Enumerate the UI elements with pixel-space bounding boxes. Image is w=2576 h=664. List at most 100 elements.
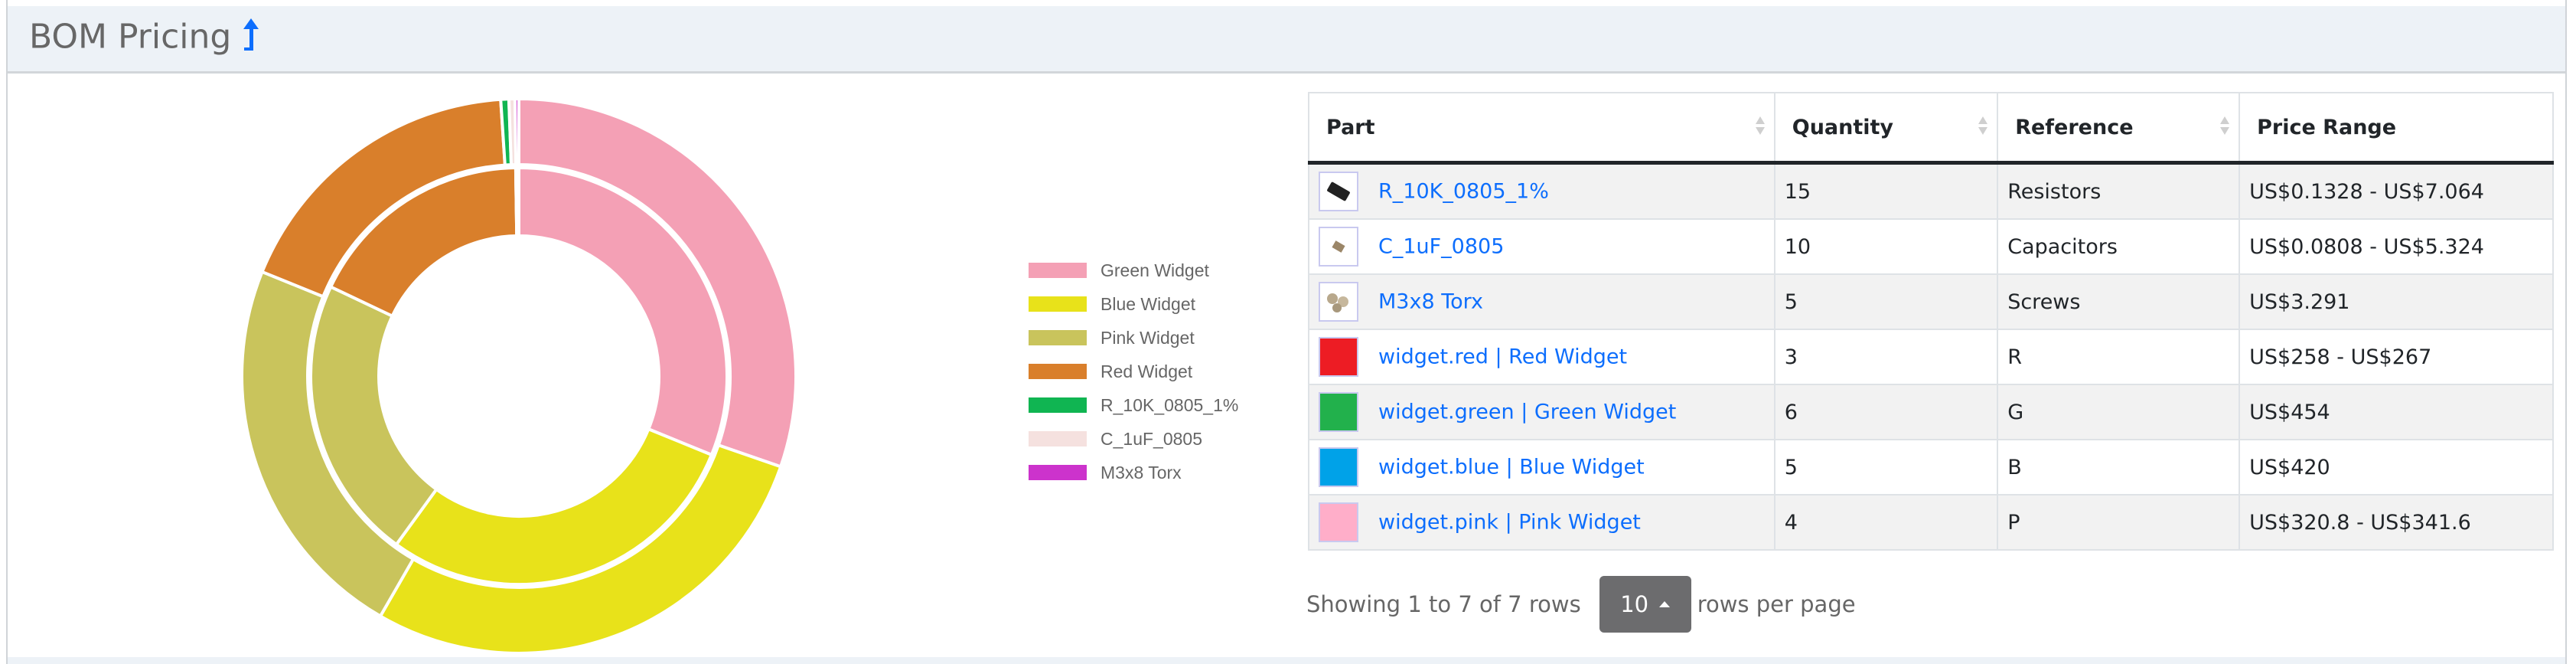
legend-swatch xyxy=(1029,465,1087,480)
table-header-row: Part Quantity Reference Price Range xyxy=(1308,92,2554,165)
inner-slice-blue-widget[interactable] xyxy=(394,427,714,586)
legend-item[interactable]: Blue Widget xyxy=(1029,287,1238,321)
legend-item[interactable]: Red Widget xyxy=(1029,355,1238,388)
capacitor-thumbnail xyxy=(1319,227,1358,267)
cell-price-range: US$420 xyxy=(2239,439,2554,496)
column-label: Price Range xyxy=(2257,115,2397,139)
cell-part: widget.green | Green Widget xyxy=(1308,384,1775,440)
outer-slice-m3x8-torx[interactable] xyxy=(513,96,520,167)
panel-header: BOM Pricing xyxy=(8,6,2565,74)
screws-thumbnail xyxy=(1319,282,1358,322)
page-size-value: 10 xyxy=(1620,591,1649,617)
legend-swatch xyxy=(1029,263,1087,278)
cell-quantity: 6 xyxy=(1773,384,1999,440)
legend-item[interactable]: R_10K_0805_1% xyxy=(1029,388,1238,422)
cell-reference: Capacitors xyxy=(1997,218,2241,275)
column-header-part[interactable]: Part xyxy=(1308,92,1775,165)
cell-reference: Resistors xyxy=(1997,162,2241,220)
cell-quantity: 3 xyxy=(1773,329,1999,385)
inner-slice-green-widget[interactable] xyxy=(517,165,729,457)
cell-reference: Screws xyxy=(1997,273,2241,330)
page-title: BOM Pricing xyxy=(29,17,260,61)
bom-table: Part Quantity Reference Price Range R_10K_0… xyxy=(1308,92,2554,551)
part-link[interactable]: R_10K_0805_1% xyxy=(1378,179,1549,204)
cell-reference: P xyxy=(1997,494,2241,551)
part-color-swatch xyxy=(1319,392,1358,432)
pagination: Showing 1 to 7 of 7 rows 10 rows per pag… xyxy=(1306,576,1856,633)
outer-slice-blue-widget[interactable] xyxy=(378,443,783,655)
legend-item[interactable]: Green Widget xyxy=(1029,253,1238,287)
outer-slice-green-widget[interactable] xyxy=(517,96,797,469)
table-row: widget.blue | Blue Widget 5 B US$420 xyxy=(1308,439,2554,496)
column-label: Part xyxy=(1326,115,1375,139)
legend-label: Green Widget xyxy=(1101,260,1209,280)
legend-label: Pink Widget xyxy=(1101,327,1195,348)
legend-label: C_1uF_0805 xyxy=(1101,428,1202,449)
level-up-arrow-icon[interactable] xyxy=(242,17,260,61)
table-row: M3x8 Torx 5 Screws US$3.291 xyxy=(1308,273,2554,330)
legend-item[interactable]: C_1uF_0805 xyxy=(1029,422,1238,456)
cell-quantity: 15 xyxy=(1773,162,1999,220)
caret-up-icon xyxy=(1659,601,1671,607)
pagination-info: Showing 1 to 7 of 7 rows xyxy=(1306,591,1581,617)
cell-part: C_1uF_0805 xyxy=(1308,218,1775,275)
panel-frame xyxy=(6,0,2567,664)
sort-icon[interactable] xyxy=(2220,116,2230,135)
inner-slice-m3x8-torx[interactable] xyxy=(514,165,520,238)
legend-label: R_10K_0805_1% xyxy=(1101,394,1239,415)
table-row: R_10K_0805_1% 15 Resistors US$0.1328 - U… xyxy=(1308,162,2554,220)
legend-label: M3x8 Torx xyxy=(1101,462,1182,482)
part-link[interactable]: widget.red | Red Widget xyxy=(1378,345,1628,369)
cell-part: widget.red | Red Widget xyxy=(1308,329,1775,385)
resistor-thumbnail xyxy=(1319,172,1358,211)
cell-part: widget.blue | Blue Widget xyxy=(1308,439,1775,496)
cell-part: R_10K_0805_1% xyxy=(1308,162,1775,220)
cell-quantity: 4 xyxy=(1773,494,1999,551)
column-label: Quantity xyxy=(1792,115,1894,139)
part-color-swatch xyxy=(1319,337,1358,377)
legend-swatch xyxy=(1029,296,1087,312)
title-text: BOM Pricing xyxy=(29,17,232,57)
chart-legend: Green Widget Blue Widget Pink Widget Red Wi… xyxy=(1029,253,1238,489)
part-color-swatch xyxy=(1319,447,1358,487)
cell-price-range: US$454 xyxy=(2239,384,2554,440)
legend-swatch xyxy=(1029,431,1087,446)
panel-footer xyxy=(8,657,2565,664)
part-link[interactable]: widget.pink | Pink Widget xyxy=(1378,510,1641,535)
table-row: widget.pink | Pink Widget 4 P US$320.8 -… xyxy=(1308,494,2554,551)
cell-price-range: US$0.1328 - US$7.064 xyxy=(2239,162,2554,220)
legend-item[interactable]: M3x8 Torx xyxy=(1029,456,1238,489)
column-header-price-range: Price Range xyxy=(2239,92,2554,165)
legend-item[interactable]: Pink Widget xyxy=(1029,321,1238,355)
table-row: widget.green | Green Widget 6 G US$454 xyxy=(1308,384,2554,440)
legend-label: Red Widget xyxy=(1101,361,1193,381)
legend-label: Blue Widget xyxy=(1101,293,1196,314)
pricing-donut-chart xyxy=(240,96,797,655)
sort-icon[interactable] xyxy=(1755,116,1765,135)
part-link[interactable]: M3x8 Torx xyxy=(1378,289,1483,314)
cell-price-range: US$320.8 - US$341.6 xyxy=(2239,494,2554,551)
column-header-reference[interactable]: Reference xyxy=(1997,92,2241,165)
cell-price-range: US$258 - US$267 xyxy=(2239,329,2554,385)
inner-slice-pink-widget[interactable] xyxy=(309,284,439,547)
part-link[interactable]: C_1uF_0805 xyxy=(1378,234,1505,259)
column-label: Reference xyxy=(2015,115,2134,139)
column-header-quantity[interactable]: Quantity xyxy=(1773,92,1999,165)
legend-swatch xyxy=(1029,364,1087,379)
cell-price-range: US$3.291 xyxy=(2239,273,2554,330)
table-row: C_1uF_0805 10 Capacitors US$0.0808 - US$… xyxy=(1308,218,2554,275)
cell-quantity: 5 xyxy=(1773,273,1999,330)
cell-part: M3x8 Torx xyxy=(1308,273,1775,330)
legend-swatch xyxy=(1029,330,1087,345)
cell-reference: B xyxy=(1997,439,2241,496)
cell-price-range: US$0.0808 - US$5.324 xyxy=(2239,218,2554,275)
pagination-suffix: rows per page xyxy=(1697,591,1856,617)
legend-swatch xyxy=(1029,397,1087,413)
sort-icon[interactable] xyxy=(1978,116,1988,135)
page-size-dropdown[interactable]: 10 xyxy=(1599,576,1691,633)
cell-quantity: 5 xyxy=(1773,439,1999,496)
cell-reference: G xyxy=(1997,384,2241,440)
part-link[interactable]: widget.blue | Blue Widget xyxy=(1378,455,1645,479)
part-link[interactable]: widget.green | Green Widget xyxy=(1378,400,1677,424)
cell-reference: R xyxy=(1997,329,2241,385)
